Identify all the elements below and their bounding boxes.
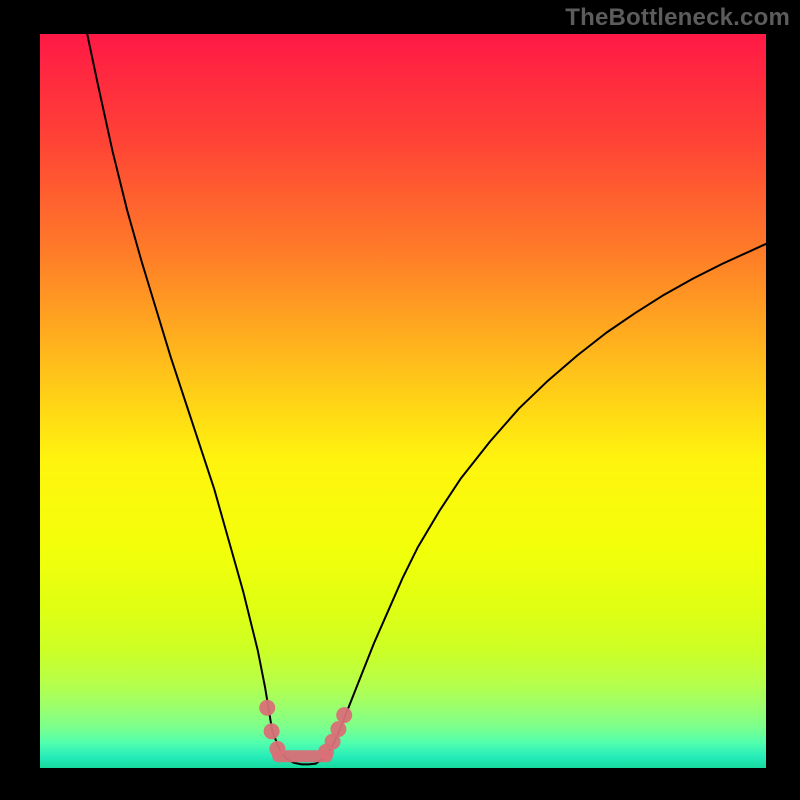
bottleneck-curve-plot bbox=[0, 0, 800, 800]
chart-canvas: TheBottleneck.com bbox=[0, 0, 800, 800]
plot-background bbox=[40, 34, 766, 768]
watermark-text: TheBottleneck.com bbox=[565, 4, 790, 32]
